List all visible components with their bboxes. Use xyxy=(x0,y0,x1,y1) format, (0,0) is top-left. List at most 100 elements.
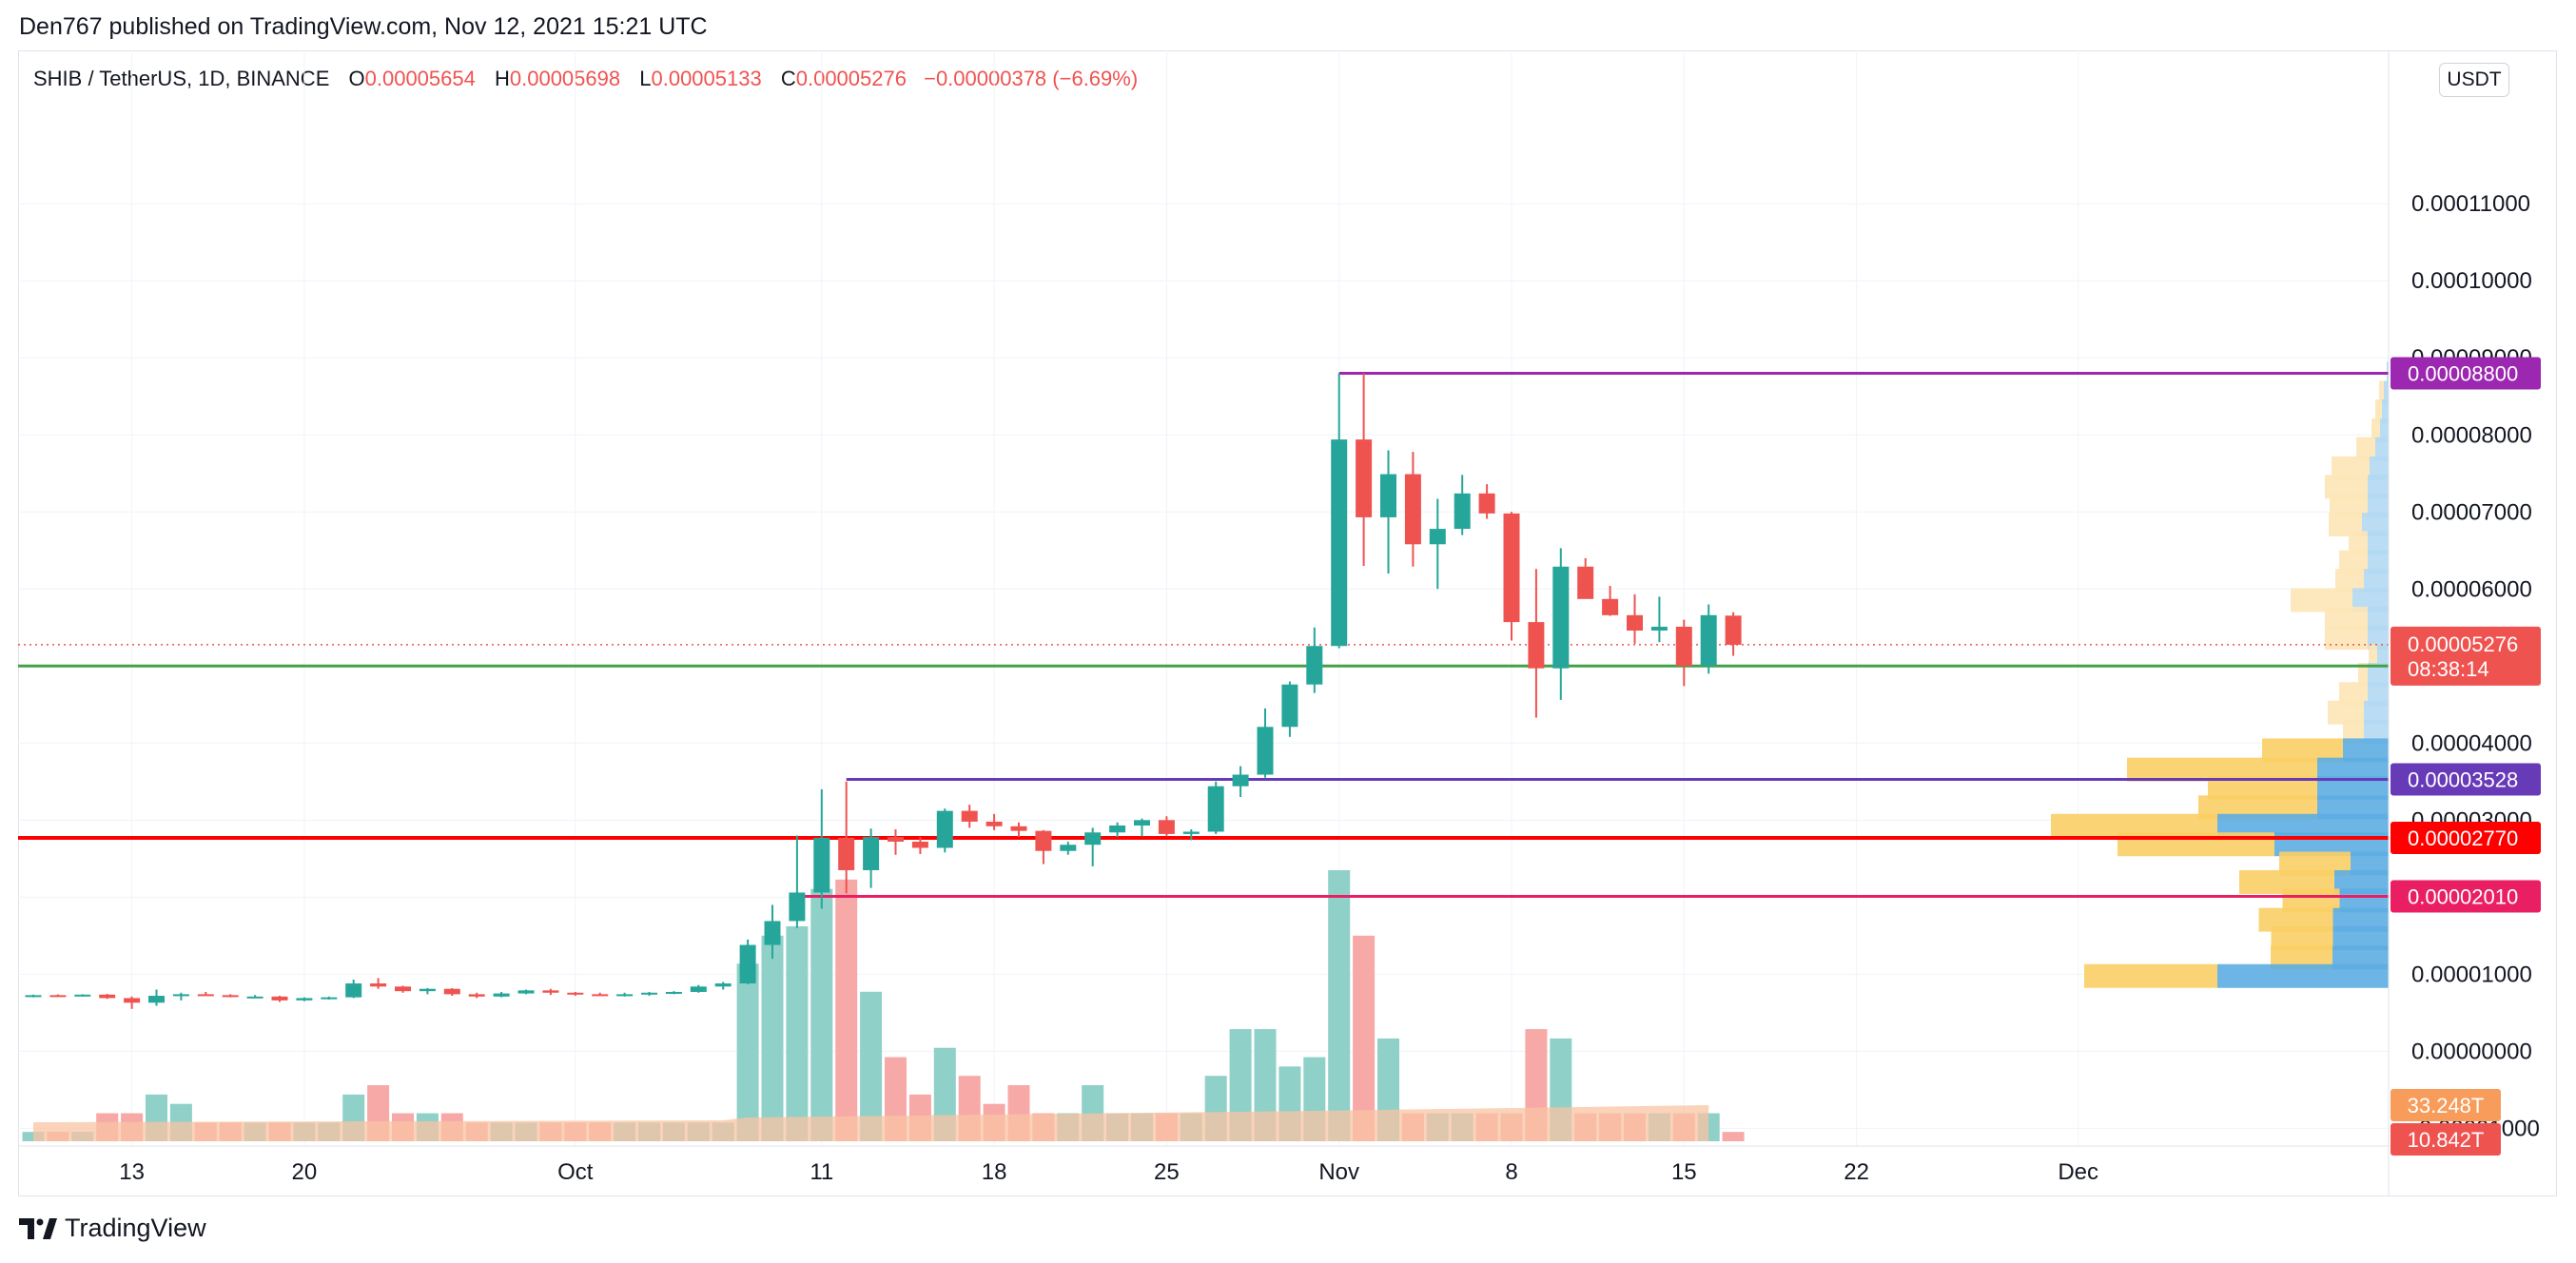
horizontal-levels xyxy=(18,371,2389,899)
close-label: C xyxy=(780,67,796,90)
volume-profile-down xyxy=(2375,398,2382,423)
volume-bar xyxy=(835,879,858,1141)
candle-body xyxy=(1650,626,1668,632)
current-price-tag xyxy=(2391,626,2541,686)
candle-body xyxy=(1232,774,1249,787)
x-tick-label: Dec xyxy=(2058,1159,2098,1185)
candle-body xyxy=(838,837,855,870)
candle-body xyxy=(567,992,584,995)
volume-bar xyxy=(860,991,883,1141)
candle-body xyxy=(1429,529,1446,545)
candle-body xyxy=(321,997,338,1000)
candle-body xyxy=(641,992,657,995)
change-value: −0.00000378 (−6.69%) xyxy=(924,67,1139,90)
volume-profile-up xyxy=(2382,398,2389,423)
candle-body xyxy=(468,994,485,997)
candle-body xyxy=(1602,598,1619,615)
volume-profile-down xyxy=(2349,531,2368,555)
candle-body xyxy=(49,995,67,998)
x-tick-label: 15 xyxy=(1671,1159,1697,1185)
candle-body xyxy=(148,996,165,1003)
volume-label: 33.248T xyxy=(2408,1094,2485,1117)
grid-lines xyxy=(18,50,2389,1146)
candle-body xyxy=(1627,614,1643,632)
candle-body xyxy=(1182,831,1200,834)
x-tick-label: 22 xyxy=(1844,1159,1869,1185)
candle-body xyxy=(1158,820,1175,834)
candle-body xyxy=(813,837,830,893)
candle-body xyxy=(1331,439,1348,647)
candle-body xyxy=(1281,684,1298,728)
candle-body xyxy=(296,998,313,1001)
x-tick-label: 20 xyxy=(292,1159,318,1185)
time-axis: 13 20 Oct 11 18 25 Nov 8 15 22 Dec xyxy=(119,1159,2098,1185)
candle-body xyxy=(739,944,756,984)
volume-profile-up xyxy=(2377,644,2389,669)
candle-body xyxy=(345,983,362,998)
volume-bars xyxy=(22,870,1745,1141)
volume-bar xyxy=(786,925,809,1141)
candle-body xyxy=(1478,493,1495,514)
candle-body xyxy=(271,996,288,1001)
y-tick-label: 0.00010000 xyxy=(2411,268,2532,294)
volume-profile-down xyxy=(2084,963,2217,988)
volume-profile-up xyxy=(2368,550,2389,574)
symbol-label[interactable]: SHIB / TetherUS, 1D, BINANCE xyxy=(33,67,330,90)
candle-body xyxy=(1356,439,1373,517)
level-0.00008800-tag xyxy=(2391,357,2541,390)
volume-profile-down xyxy=(2358,663,2368,688)
publisher-line: Den767 published on TradingView.com, Nov… xyxy=(19,13,708,40)
candle-body xyxy=(986,821,1003,826)
volume-ma-area xyxy=(33,1105,1709,1141)
candle-body xyxy=(197,994,214,997)
candle-body xyxy=(1010,826,1027,831)
candle-body xyxy=(665,991,682,994)
volume-profile-down xyxy=(2369,644,2377,669)
candle-body xyxy=(1552,566,1570,669)
tradingview-logo[interactable]: TradingView xyxy=(19,1214,206,1243)
candle-body xyxy=(714,983,732,987)
candle-body xyxy=(1725,615,1742,645)
x-tick-label: 25 xyxy=(1154,1159,1180,1185)
candle-body xyxy=(616,994,634,997)
volume-profile-up xyxy=(2368,626,2389,651)
x-tick-label: Oct xyxy=(557,1159,594,1185)
low-label: L xyxy=(639,67,652,90)
candle-body xyxy=(690,986,707,992)
candle-body xyxy=(1454,493,1471,530)
volume-profile-up xyxy=(2375,437,2389,461)
volume-profile-down xyxy=(2371,418,2380,443)
candle-body xyxy=(222,995,239,998)
candle-body xyxy=(1109,825,1126,833)
candle-body xyxy=(370,983,387,987)
candle-body xyxy=(1060,845,1077,851)
volume-profile-up xyxy=(2370,456,2389,480)
x-tick-label: 18 xyxy=(982,1159,1007,1185)
candle-body xyxy=(395,986,411,992)
candle-body xyxy=(789,892,806,922)
volume-profile-up xyxy=(2368,682,2389,707)
candle-body xyxy=(764,921,781,945)
candle-body xyxy=(74,994,91,997)
level-0.00003528-label: 0.00003528 xyxy=(2408,768,2518,792)
volume-profile-down xyxy=(2379,380,2384,405)
x-tick-label: Nov xyxy=(1318,1159,1359,1185)
candle-body xyxy=(1503,513,1520,623)
volume-label-tag xyxy=(2391,1089,2501,1121)
volume-profile xyxy=(2051,361,2389,988)
candle-body xyxy=(246,996,263,999)
candle-body xyxy=(172,994,189,997)
tradingview-logo-icon xyxy=(19,1217,57,1239)
candle-body xyxy=(1306,646,1323,685)
volume-profile-down xyxy=(2356,437,2375,461)
candle-body xyxy=(936,810,953,848)
volume-label-tag xyxy=(2391,1123,2501,1156)
candle-body xyxy=(443,988,460,995)
y-tick-label: 0.00000000 xyxy=(2411,1039,2532,1064)
y-tick-label: 0.00008000 xyxy=(2411,422,2532,448)
volume-profile-up xyxy=(2380,418,2389,443)
volume-profile-up xyxy=(2384,380,2389,405)
level-0.00002770-tag xyxy=(2391,821,2541,854)
currency-button[interactable]: USDT xyxy=(2439,63,2509,97)
